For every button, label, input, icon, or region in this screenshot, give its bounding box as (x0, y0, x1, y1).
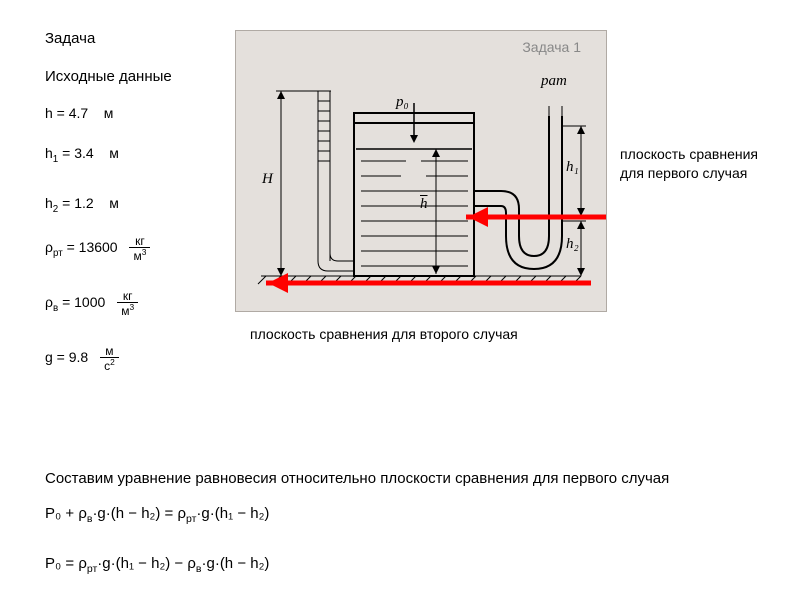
eq2-sub1: рт (87, 563, 97, 575)
note-second-plane: плоскость сравнения для второго случая (250, 326, 518, 342)
equation-2: P₀ = ρрт·g·(h₁ − h₂) − ρв·g·(h − h₂) (45, 555, 269, 575)
label-h: h (420, 196, 428, 213)
given-row-4: ρв = 1000 кгм3 (45, 290, 138, 317)
given-row-0: h = 4.7 м (45, 105, 113, 121)
note-first-plane: плоскость сравнения для первого случая (620, 145, 780, 183)
label-H: H (262, 171, 273, 188)
eq2-part1: P₀ = ρ (45, 555, 87, 572)
label-h1: h₁ (566, 159, 579, 176)
physics-figure: Задача 1 (235, 30, 607, 312)
equilibrium-paragraph: Составим уравнение равновесия относитель… (45, 470, 669, 487)
equation-1: P₀ + ρв·g·(h − h₂) = ρрт·g·(h₁ − h₂) (45, 505, 269, 525)
eq2-part2: ·g·(h₁ − h₂) − ρ (97, 555, 196, 572)
eq1-part2: ·g·(h − h₂) = ρ (92, 505, 186, 522)
eq1-sub2: рт (186, 513, 196, 525)
label-h2: h₂ (566, 236, 579, 253)
given-data-heading: Исходные данные (45, 68, 172, 85)
eq1-part3: ·g·(h₁ − h₂) (196, 505, 269, 522)
given-row-2: h2 = 1.2 м (45, 195, 119, 215)
label-p0: p₀ (396, 94, 409, 111)
label-pat: pат (541, 73, 567, 90)
given-row-1: h1 = 3.4 м (45, 145, 119, 165)
given-row-5: g = 9.8 мс2 (45, 345, 119, 372)
problem-title: Задача (45, 30, 95, 47)
eq1-part1: P₀ + ρ (45, 505, 87, 522)
eq2-part3: ·g·(h − h₂) (201, 555, 269, 572)
given-row-3: ρрт = 13600 кгм3 (45, 235, 150, 262)
